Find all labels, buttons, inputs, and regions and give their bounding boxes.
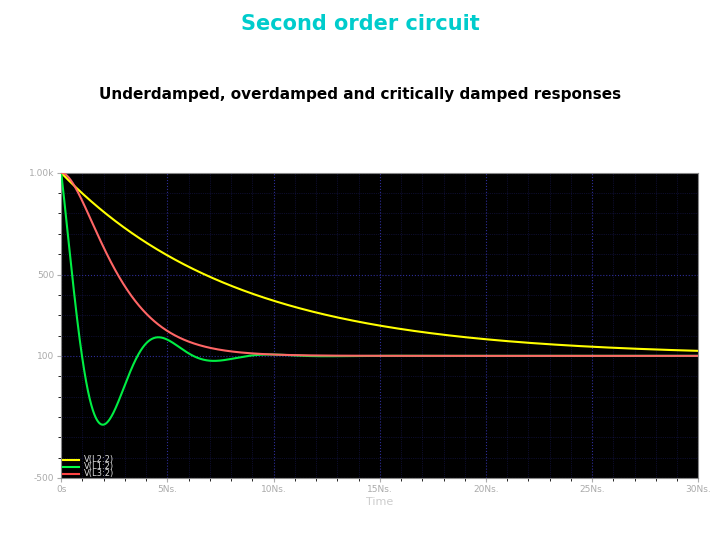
Text: V(L2:2): V(L2:2) bbox=[84, 455, 114, 464]
Text: Second order circuit: Second order circuit bbox=[240, 14, 480, 35]
Text: V(L1:2): V(L1:2) bbox=[84, 462, 114, 471]
X-axis label: Time: Time bbox=[366, 497, 393, 507]
Text: Underdamped, overdamped and critically damped responses: Underdamped, overdamped and critically d… bbox=[99, 87, 621, 102]
Text: V(L3:2): V(L3:2) bbox=[84, 469, 114, 478]
